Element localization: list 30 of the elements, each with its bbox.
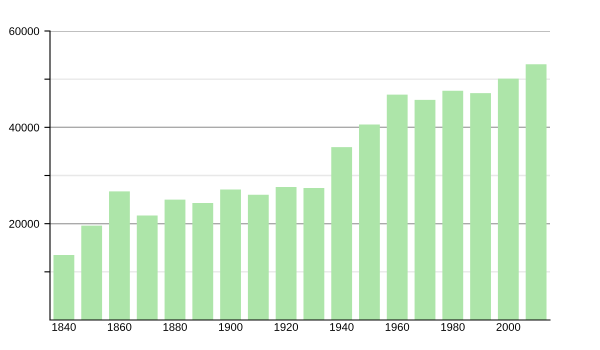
x-tick-label: 1900 [219,323,242,331]
y-tick-label: 20000 [9,220,40,228]
bar [192,202,214,320]
bar [442,90,464,320]
bar [53,254,74,320]
x-tick-label: 1920 [274,323,298,331]
bar [81,226,102,320]
bar [498,78,519,320]
x-tick-label: 1880 [163,323,187,331]
x-tick-label: 1860 [108,323,132,331]
y-tick-label: 60000 [9,27,40,36]
bar [248,194,269,320]
x-tick-label: 2000 [496,323,520,331]
bar [526,64,547,320]
x-tick-label: 1840 [52,323,76,331]
bar [276,187,297,320]
bar [386,94,408,320]
bar [331,147,352,320]
x-tick-label: 1960 [386,323,410,331]
bar [303,188,324,320]
bar [136,215,158,320]
x-tick-label: 1980 [441,323,465,331]
y-tick-label: 40000 [8,124,40,132]
bar [414,100,436,320]
bar [109,191,130,320]
bar [359,124,380,320]
bar [220,189,241,320]
bar [470,93,491,320]
bar [164,200,186,320]
x-tick-label: 1940 [330,323,354,331]
